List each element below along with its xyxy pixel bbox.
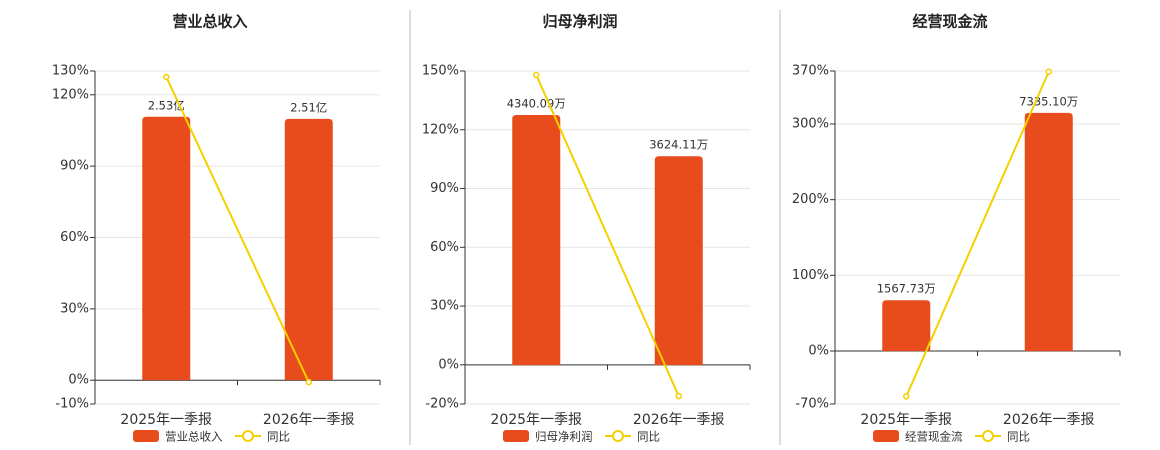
y-tick-label: 0% xyxy=(438,357,459,372)
y-tick-label: 120% xyxy=(52,87,89,102)
y-tick-label: -10% xyxy=(55,397,89,412)
legend-point xyxy=(242,430,254,442)
value-label: 4340.09万 xyxy=(507,96,566,110)
y-tick-label: 90% xyxy=(430,181,459,196)
line-point xyxy=(1045,68,1052,76)
x-tick-label: 2025年一季报 xyxy=(490,412,582,428)
legend-label: 经营现金流 xyxy=(905,430,963,444)
bar xyxy=(142,116,191,381)
legend-label: 同比 xyxy=(1007,430,1030,444)
line xyxy=(165,76,310,383)
legend-point xyxy=(612,430,624,442)
bar xyxy=(512,114,561,366)
y-tick-label: 60% xyxy=(60,230,89,245)
y-tick-label: 0% xyxy=(68,373,89,388)
legend-label: 同比 xyxy=(637,430,660,444)
legend-swatch xyxy=(503,430,529,442)
y-tick-label: -70% xyxy=(795,397,829,412)
value-label: 7335.10万 xyxy=(1019,94,1078,108)
x-tick-label: 2026年一季报 xyxy=(263,412,355,428)
y-tick-label: 30% xyxy=(430,299,459,314)
line-point xyxy=(903,393,910,400)
value-label: 1567.73万 xyxy=(877,282,936,296)
bar xyxy=(882,300,931,352)
x-tick-label: 2026年一季报 xyxy=(1003,412,1095,428)
y-tick-label: 100% xyxy=(792,268,829,283)
value-label: 2.51亿 xyxy=(290,100,327,114)
line xyxy=(905,71,1050,397)
line-point xyxy=(675,392,682,400)
chart-title: 营业总收入 xyxy=(172,13,247,31)
x-tick-label: 2026年一季报 xyxy=(633,412,725,428)
line xyxy=(535,74,680,397)
y-tick-label: 90% xyxy=(60,159,89,174)
legend-label: 同比 xyxy=(267,430,290,444)
chart-title: 归母净利润 xyxy=(542,13,617,31)
legend-swatch xyxy=(133,430,159,442)
legend-point xyxy=(982,430,994,442)
x-tick-label: 2025年一季报 xyxy=(860,412,952,428)
y-tick-label: 200% xyxy=(792,192,829,207)
y-tick-label: 150% xyxy=(422,64,459,79)
y-tick-label: 0% xyxy=(808,344,829,359)
value-label: 2.53亿 xyxy=(148,98,185,112)
y-tick-label: 120% xyxy=(422,122,459,137)
y-tick-label: 60% xyxy=(430,240,459,255)
y-tick-label: -20% xyxy=(425,397,459,412)
value-label: 3624.11万 xyxy=(649,138,708,152)
legend-label: 归母净利润 xyxy=(535,430,593,444)
line-point xyxy=(163,73,170,81)
y-tick-label: 30% xyxy=(60,301,89,316)
y-tick-label: 300% xyxy=(792,116,829,131)
y-tick-label: 370% xyxy=(792,64,829,79)
line-point xyxy=(533,71,540,79)
bar xyxy=(284,118,333,381)
x-tick-label: 2025年一季报 xyxy=(120,412,212,428)
line-point xyxy=(305,378,312,386)
chart-title: 经营现金流 xyxy=(912,13,987,31)
bar xyxy=(1024,112,1073,352)
legend-label: 营业总收入 xyxy=(165,430,223,444)
y-tick-label: 130% xyxy=(52,64,89,79)
legend-swatch xyxy=(873,430,899,442)
bar xyxy=(654,156,703,366)
